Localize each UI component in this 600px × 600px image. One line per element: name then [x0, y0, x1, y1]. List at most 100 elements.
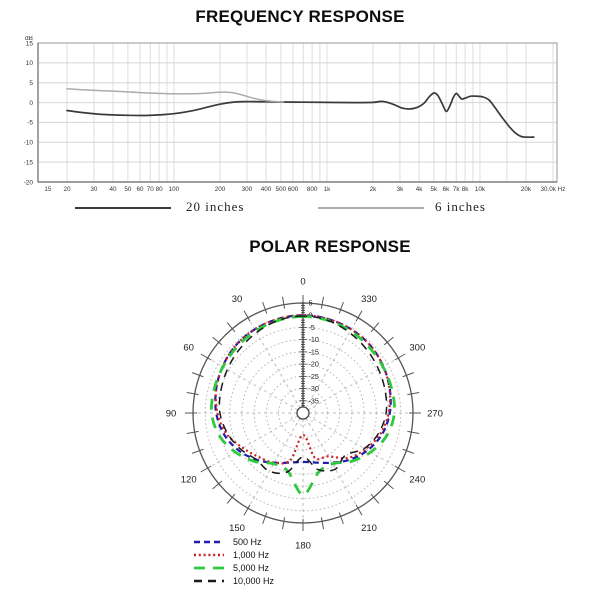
x-tick-label: 1k	[324, 186, 332, 193]
x-tick-label: 6k	[443, 186, 451, 193]
angle-tick	[226, 322, 236, 333]
angle-tick	[243, 310, 251, 322]
series-20-inches	[66, 92, 535, 139]
angle-tick	[212, 480, 223, 490]
angle-tick	[320, 296, 324, 309]
angle-tick	[282, 296, 286, 309]
legend-row-500hz: 500 Hz	[193, 535, 274, 548]
db-ring	[290, 400, 316, 426]
angle-label: 210	[361, 523, 377, 534]
db-ring	[278, 388, 328, 438]
polar-legend: 500 Hz 1,000 Hz 5,000 Hz 10,000 Hz	[193, 535, 274, 587]
polar-response-title: POLAR RESPONSE	[249, 237, 411, 256]
dash-swatch-500hz	[194, 540, 224, 543]
polar-spoke	[305, 417, 359, 509]
polar-series-10-000-Hz	[218, 315, 388, 475]
y-tick-label: 0	[29, 100, 33, 107]
x-tick-label: 4k	[416, 186, 424, 193]
angle-tick	[186, 430, 199, 434]
angle-label: 120	[181, 475, 197, 486]
x-tick-label: 20k	[521, 186, 532, 193]
angle-label: 180	[295, 541, 311, 552]
x-tick-label: 15	[44, 186, 52, 193]
x-tick-label: 600	[288, 186, 299, 193]
polar-spoke	[207, 415, 299, 469]
x-tick-label: 5k	[431, 186, 439, 193]
angle-label: 90	[166, 409, 177, 420]
angle-label: 0	[300, 277, 305, 288]
legend-label-500hz: 500 Hz	[233, 536, 262, 547]
db-tick-label: -10	[309, 335, 319, 344]
polar-spoke	[305, 317, 359, 409]
dash-swatch-1000hz	[194, 553, 224, 556]
x-tick-label: 30	[90, 186, 98, 193]
legend-label-10000hz: 10,000 Hz	[233, 575, 275, 586]
angle-label: 270	[427, 409, 443, 420]
angle-tick	[407, 430, 420, 434]
angle-tick	[394, 465, 406, 473]
angle-tick	[186, 392, 199, 396]
y-tick-label: 10	[26, 60, 34, 67]
angle-label: 240	[409, 475, 425, 486]
x-tick-label: 40	[110, 186, 118, 193]
angle-tick	[191, 372, 204, 378]
angle-tick	[407, 392, 420, 396]
x-tick-label: 200	[215, 186, 226, 193]
plot-border	[37, 42, 558, 183]
angle-tick	[383, 480, 394, 490]
angle-tick	[243, 504, 251, 516]
angle-label: 30	[232, 294, 243, 305]
db-tick-label: -20	[309, 360, 319, 369]
legend-label-6-inches: 6 inches	[435, 199, 486, 214]
angle-label: 60	[183, 343, 194, 354]
frequency-response-legend: 20 inches 6 inches	[0, 199, 600, 217]
dash-swatch-10000hz	[194, 579, 224, 582]
db-tick-label: -15	[309, 347, 319, 356]
db-tick-label: 5	[309, 299, 313, 308]
y-tick-label: -20	[24, 179, 34, 186]
x-tick-label: 3k	[397, 186, 405, 193]
y-tick-label: -5	[27, 120, 33, 127]
angle-label: 330	[361, 294, 377, 305]
dash-swatch-5000hz	[194, 566, 224, 569]
legend-row-1000hz: 1,000 Hz	[193, 548, 274, 561]
polar-response-chart: 030609012015018021024027030033050-5-10-1…	[166, 277, 443, 552]
y-axis-unit-label: dB	[25, 36, 33, 42]
polar-spoke	[307, 357, 399, 411]
angle-tick	[212, 336, 223, 346]
x-tick-label: 80	[156, 186, 164, 193]
angle-tick	[370, 493, 380, 504]
angle-tick	[338, 512, 344, 525]
angle-tick	[191, 448, 204, 454]
angle-tick	[226, 493, 236, 504]
angle-tick	[370, 322, 380, 333]
x-tick-label: 20	[63, 186, 71, 193]
db-tick-label: -35	[309, 396, 319, 405]
x-tick-label: 2k	[370, 186, 378, 193]
x-tick-label: 60	[136, 186, 144, 193]
db-tick-label: -25	[309, 372, 319, 381]
x-tick-label: 800	[307, 186, 318, 193]
y-tick-label: -15	[24, 159, 34, 166]
legend-label-20-inches: 20 inches	[186, 199, 245, 214]
angle-tick	[394, 353, 406, 361]
angle-tick	[282, 517, 286, 530]
angle-tick	[200, 353, 212, 361]
angle-tick	[262, 301, 268, 314]
polar-spoke	[247, 317, 301, 409]
y-tick-label: 5	[29, 80, 33, 87]
y-tick-label: 15	[26, 40, 34, 47]
angle-tick	[200, 465, 212, 473]
polar-spoke	[247, 417, 301, 509]
legend-row-10000hz: 10,000 Hz	[193, 574, 274, 587]
polar-series-5-000-Hz	[210, 314, 396, 497]
x-tick-label: 300	[242, 186, 253, 193]
angle-tick	[355, 310, 363, 322]
x-tick-label: 500	[276, 186, 287, 193]
line-swatch-20-inches	[75, 207, 171, 209]
angle-tick	[383, 336, 394, 346]
legend-label-1000hz: 1,000 Hz	[233, 549, 270, 560]
legend-label-5000hz: 5,000 Hz	[233, 562, 270, 573]
db-tick-label: -5	[309, 323, 315, 332]
